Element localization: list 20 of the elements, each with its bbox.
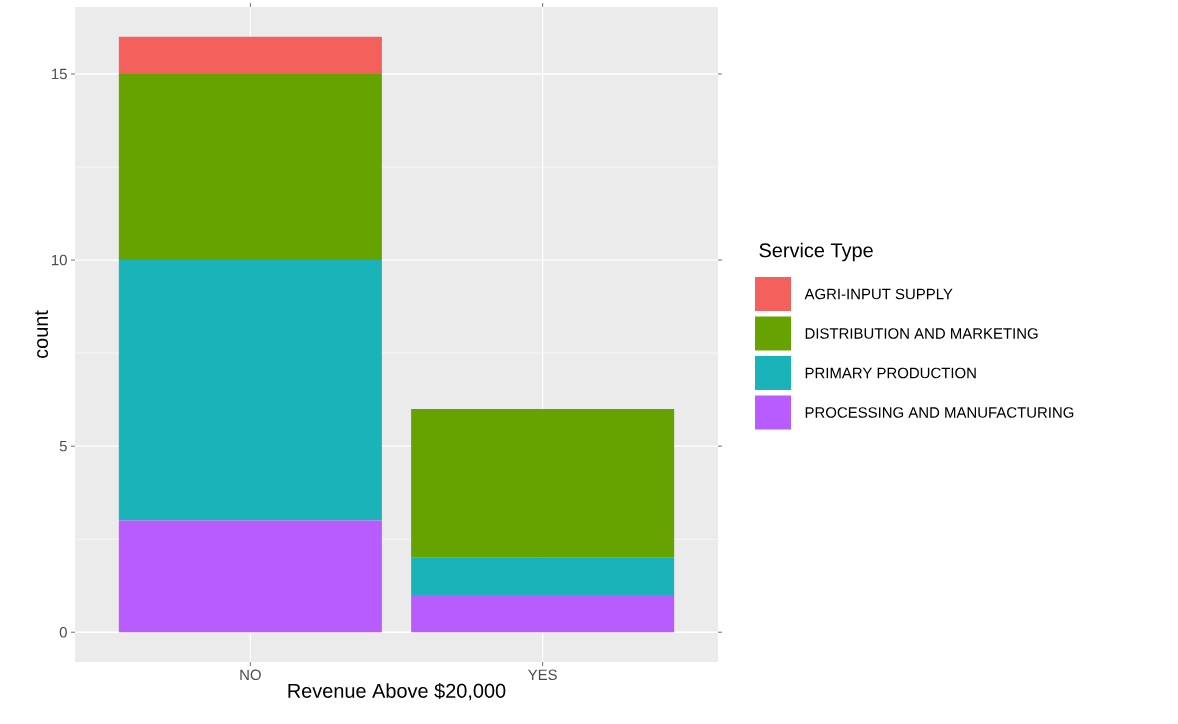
legend-title: Service Type [759,242,873,262]
bar [118,520,382,633]
legend-label: DISTRIBUTION AND MARKETING [805,328,1038,339]
bar [411,595,675,633]
y-axis-title: count [34,310,49,359]
bar [411,408,675,558]
x-axis-title: Revenue Above $20,000 [288,682,506,701]
y-tick-label: 5 [59,440,67,452]
y-tick-label: 0 [59,626,67,638]
legend-label: PROCESSING AND MANUFACTURING [805,407,1074,418]
bar [118,36,382,74]
legend-label: PRIMARY PRODUCTION [805,367,976,379]
legend-label: AGRI-INPUT SUPPLY [804,288,953,300]
x-tick-label: NO [240,669,261,681]
bar [411,557,675,596]
bar [118,260,382,521]
x-tick-label: YES [528,669,557,681]
y-tick-label: 15 [52,68,67,80]
bar [118,73,382,261]
y-tick-label: 10 [52,254,67,266]
